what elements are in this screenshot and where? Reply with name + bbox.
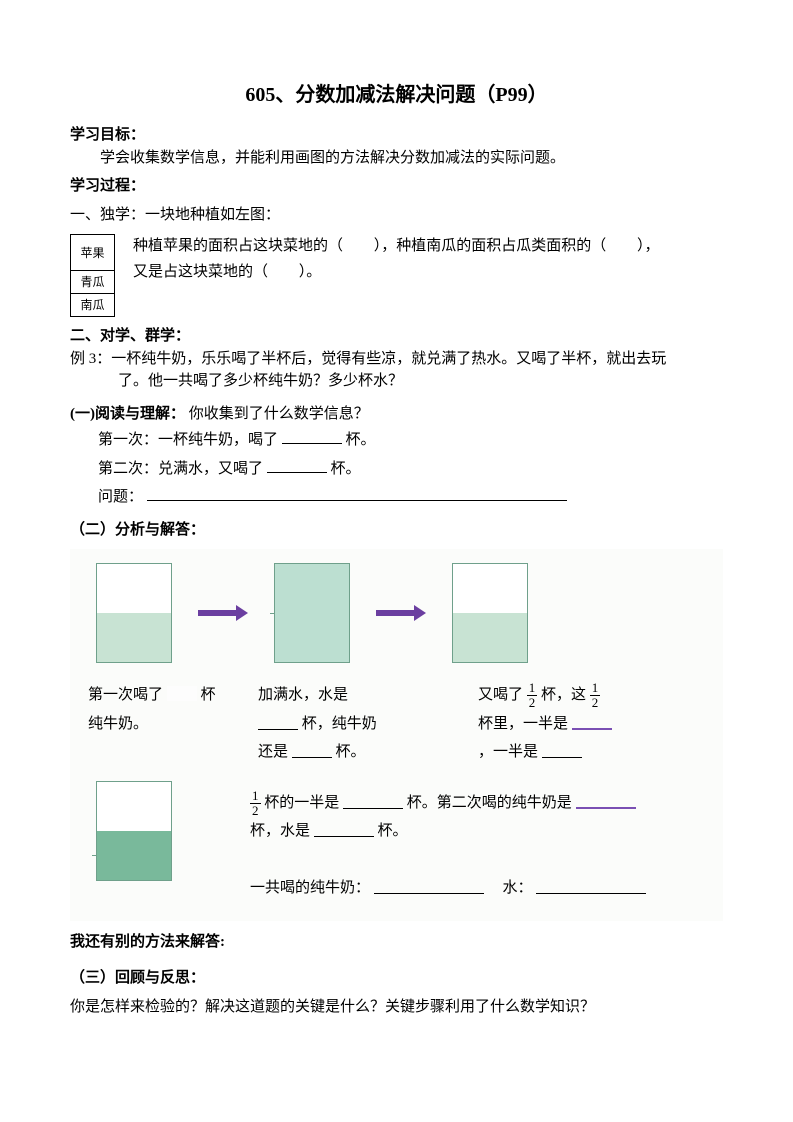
q1a: 第一次：一杯纯牛奶，喝了	[98, 432, 278, 448]
land-cell-apple: 苹果	[71, 235, 115, 271]
land-cell-qinggua: 青瓜	[71, 271, 115, 294]
fraction-half: 12	[527, 681, 538, 709]
blank-bracket	[610, 238, 633, 254]
cup-1	[96, 563, 172, 663]
process-heading: 学习过程：	[70, 175, 723, 198]
land-line2b: ）。	[299, 264, 322, 280]
fraction-half: 12	[590, 681, 601, 709]
step3-text: 又喝了 12 杯，这 12 杯里，一半是 ，一半是	[478, 681, 698, 767]
page-title: 605、分数加减法解决问题（P99）	[70, 80, 723, 110]
step3b: 杯，这	[541, 687, 586, 703]
q3: 问题：	[98, 486, 723, 509]
example3-line1: 例 3：一杯纯牛奶，乐乐喝了半杯后，觉得有些凉，就兑满了热水。又喝了半杯，就出去…	[70, 348, 723, 371]
cup-4-fill	[97, 831, 171, 880]
example3-line2: 了。他一共喝了多少杯纯牛奶？多少杯水？	[118, 370, 723, 393]
q2: 第二次：兑满水，又喝了 杯。	[98, 458, 723, 481]
q2b: 杯。	[331, 461, 361, 477]
step2d: 杯。	[336, 744, 366, 760]
blank-underline	[536, 879, 646, 894]
arrow-icon	[376, 603, 426, 623]
diagram-panel: 第一次喝了 杯 纯牛奶。 加满水，水是 杯，纯牛奶 还是 杯。 又喝了 12 杯…	[70, 549, 723, 921]
blank-underline	[572, 715, 612, 730]
step3c: 杯里，一半是	[478, 716, 568, 732]
cup-2-fill	[275, 564, 349, 662]
part2: （二）分析与解答：	[70, 519, 723, 542]
blank-underline	[258, 715, 298, 730]
goal-body: 学会收集数学信息，并能利用画图的方法解决分数加减法的实际问题。	[70, 147, 723, 170]
cup-4-tick	[92, 855, 97, 856]
part2-head: （二）分析与解答：	[70, 522, 205, 538]
step1b: 杯	[201, 687, 216, 703]
step1c: 纯牛奶。	[88, 716, 148, 732]
blank-underline	[374, 879, 484, 894]
cup-3	[452, 563, 528, 663]
step2-text: 加满水，水是 杯，纯牛奶 还是 杯。	[258, 681, 458, 767]
bottom-d: 杯。	[378, 823, 408, 839]
q1: 第一次：一杯纯牛奶，喝了 杯。	[98, 429, 723, 452]
bottom-text: 12 杯的一半是 杯。第二次喝的纯牛奶是 杯，水是 杯。 一共喝的纯牛奶： 水：	[250, 789, 705, 903]
land-line1b: ），种植南瓜的面积占瓜类面积的（	[374, 238, 607, 254]
page: 605、分数加减法解决问题（P99） 学习目标： 学会收集数学信息，并能利用画图…	[0, 0, 793, 1122]
part1-head: (一)阅读与理解：	[70, 406, 185, 422]
arrow-icon	[198, 603, 248, 623]
land-cell-nangua: 南瓜	[71, 294, 115, 317]
diagram-top-row	[88, 563, 705, 663]
blank-underline	[282, 429, 342, 444]
blank-underline	[343, 794, 403, 809]
blank-bracket	[272, 264, 295, 280]
step3a: 又喝了	[478, 687, 523, 703]
goal-heading: 学习目标：	[70, 124, 723, 147]
step2a: 加满水，水是	[258, 687, 348, 703]
step1-col	[88, 563, 180, 663]
blank-underline	[314, 822, 374, 837]
step3-col	[444, 563, 536, 663]
step2c: 还是	[258, 744, 288, 760]
bottom-c: 杯，水是	[250, 823, 310, 839]
bottom-a: 杯的一半是	[264, 795, 339, 811]
diagram-caption-row: 第一次喝了 杯 纯牛奶。 加满水，水是 杯，纯牛奶 还是 杯。 又喝了 12 杯…	[88, 673, 705, 767]
section1-heading: 一、独学：一块地种植如左图：	[70, 204, 723, 227]
step1-text: 第一次喝了 杯 纯牛奶。	[88, 681, 248, 738]
total-b: 水：	[503, 880, 533, 896]
cup4-col	[88, 781, 180, 881]
cup-3-fill	[453, 613, 527, 662]
blank-bracket	[347, 238, 370, 254]
blank-underline	[267, 458, 327, 473]
land-line2a: 又是占这块菜地的（	[133, 264, 268, 280]
blank-underline	[147, 486, 567, 501]
cup-2	[274, 563, 350, 663]
cup-2-tick	[270, 613, 275, 614]
part3-body: 你是怎样来检验的？解决这道题的关键是什么？关键步骤利用了什么数学知识？	[70, 996, 723, 1019]
fraction-half: 12	[250, 789, 261, 817]
blank-wipe	[167, 686, 197, 701]
blank-underline	[576, 794, 636, 809]
step2-col	[266, 563, 358, 663]
q3a: 问题：	[98, 489, 143, 505]
q2a: 第二次：兑满水，又喝了	[98, 461, 263, 477]
part3: （三）回顾与反思：	[70, 967, 723, 990]
part1-tail: 你收集到了什么数学信息？	[189, 406, 369, 422]
step3d: ，一半是	[478, 744, 538, 760]
step1a: 第一次喝了	[88, 687, 163, 703]
land-line1c: ），	[637, 238, 660, 254]
total-a: 一共喝的纯牛奶：	[250, 880, 370, 896]
q1b: 杯。	[346, 432, 376, 448]
land-table: 苹果 青瓜 南瓜	[70, 234, 115, 317]
cup-4	[96, 781, 172, 881]
section2-heading: 二、对学、群学：	[70, 325, 723, 348]
part1: (一)阅读与理解： 你收集到了什么数学信息？	[70, 403, 723, 426]
cup-1-fill	[97, 613, 171, 662]
blank-underline	[292, 743, 332, 758]
land-line1a: 种植苹果的面积占这块菜地的（	[133, 238, 343, 254]
bottom-b: 杯。第二次喝的纯牛奶是	[407, 795, 572, 811]
step2b: 杯，纯牛奶	[302, 716, 377, 732]
blank-underline	[542, 743, 582, 758]
alt-method-heading: 我还有别的方法来解答:	[70, 931, 723, 954]
diagram-bottom-row: 12 杯的一半是 杯。第二次喝的纯牛奶是 杯，水是 杯。 一共喝的纯牛奶： 水：	[88, 781, 705, 903]
land-row: 苹果 青瓜 南瓜 种植苹果的面积占这块菜地的（ ），种植南瓜的面积占瓜类面积的（…	[70, 234, 723, 317]
part3-head: （三）回顾与反思：	[70, 970, 205, 986]
land-text: 种植苹果的面积占这块菜地的（ ），种植南瓜的面积占瓜类面积的（ ）， 又是占这块…	[133, 234, 723, 285]
